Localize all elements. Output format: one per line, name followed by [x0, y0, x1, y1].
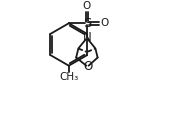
Text: CH₃: CH₃ [59, 72, 78, 82]
Text: O: O [100, 18, 109, 28]
Text: N: N [82, 31, 91, 44]
Text: O: O [83, 60, 92, 73]
Text: S: S [83, 17, 91, 30]
Text: O: O [83, 1, 91, 11]
